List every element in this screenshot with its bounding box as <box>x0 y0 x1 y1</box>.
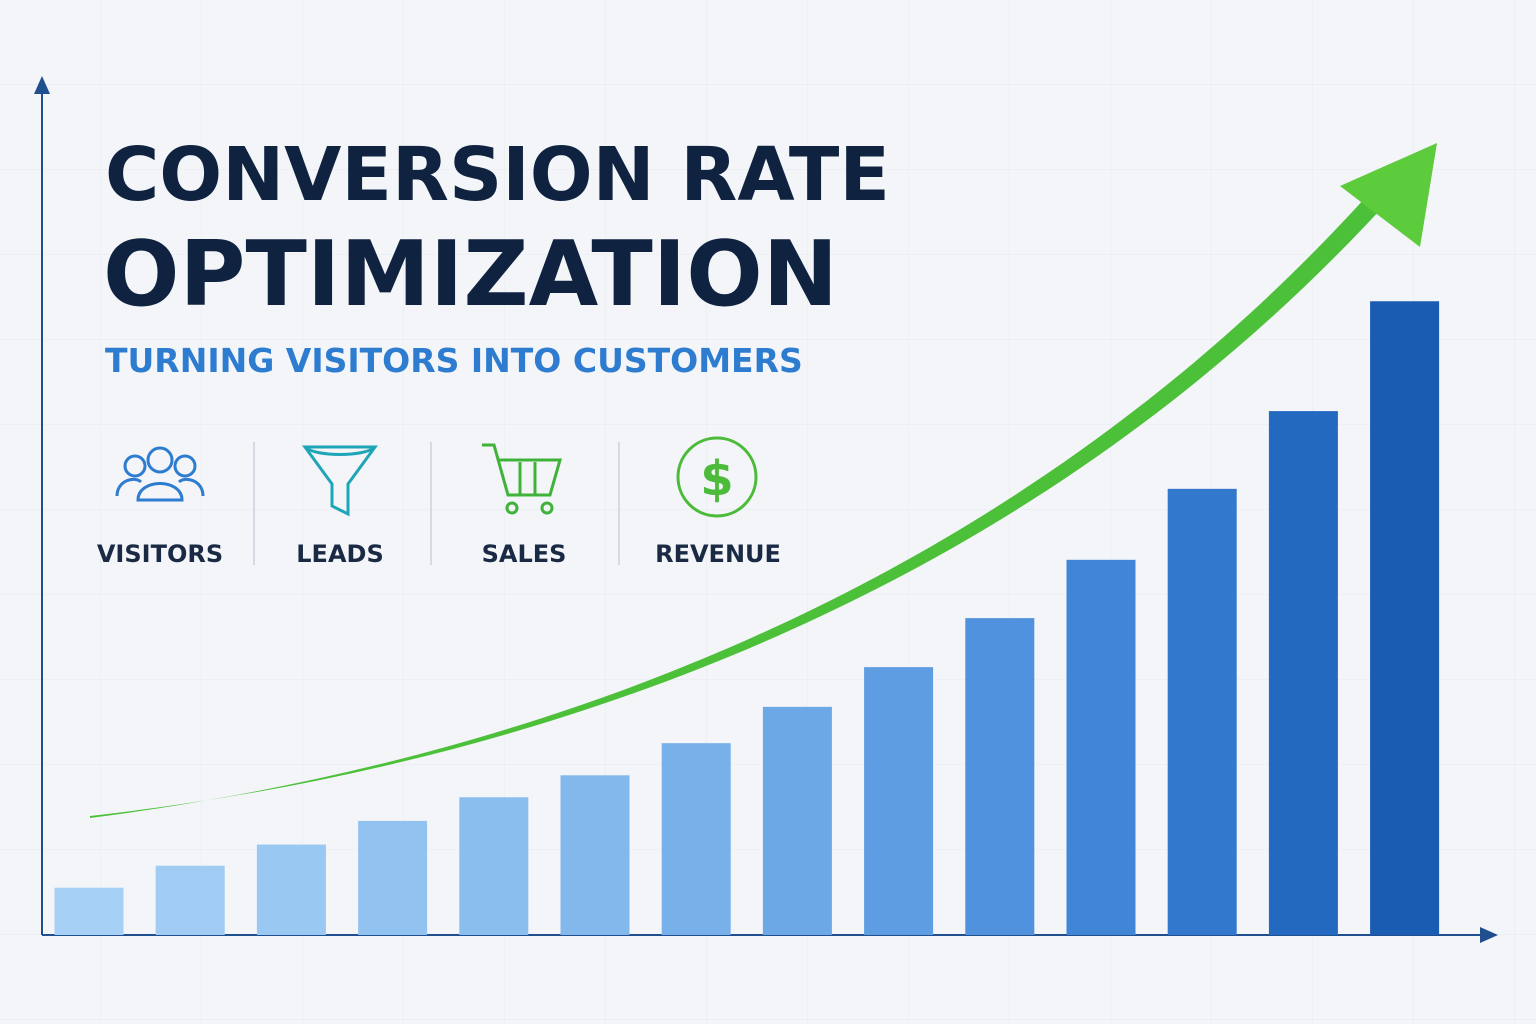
title-line: OPTIMIZATION <box>103 222 838 327</box>
bar <box>155 865 225 935</box>
sales-icon <box>482 443 562 515</box>
stage-label: REVENUE <box>655 540 781 568</box>
bar <box>1268 411 1338 936</box>
bar <box>1370 301 1440 935</box>
bar <box>965 618 1035 935</box>
svg-text:$: $ <box>700 451 733 507</box>
bar <box>256 844 326 935</box>
bar <box>1167 488 1237 935</box>
title-line: CONVERSION RATE <box>105 132 890 218</box>
x-axis-arrow <box>1480 927 1498 943</box>
stage-label: LEADS <box>296 540 383 568</box>
subtitle: TURNING VISITORS INTO CUSTOMERS <box>105 341 803 380</box>
bar <box>560 775 630 935</box>
bar <box>864 667 934 935</box>
bars <box>54 301 1440 936</box>
trend-arrowhead <box>1340 143 1437 247</box>
visitors-icon <box>115 446 205 502</box>
bar <box>762 706 832 935</box>
bar <box>358 820 428 935</box>
bar <box>459 797 529 935</box>
dividers <box>253 442 620 565</box>
stage-label: SALES <box>482 540 567 568</box>
leads-icon <box>302 445 378 517</box>
y-axis-arrow <box>34 76 50 94</box>
bar <box>54 887 124 935</box>
bar <box>661 743 731 935</box>
revenue-icon: $ <box>676 436 758 518</box>
stage-label: VISITORS <box>97 540 223 568</box>
bar <box>1066 559 1136 935</box>
